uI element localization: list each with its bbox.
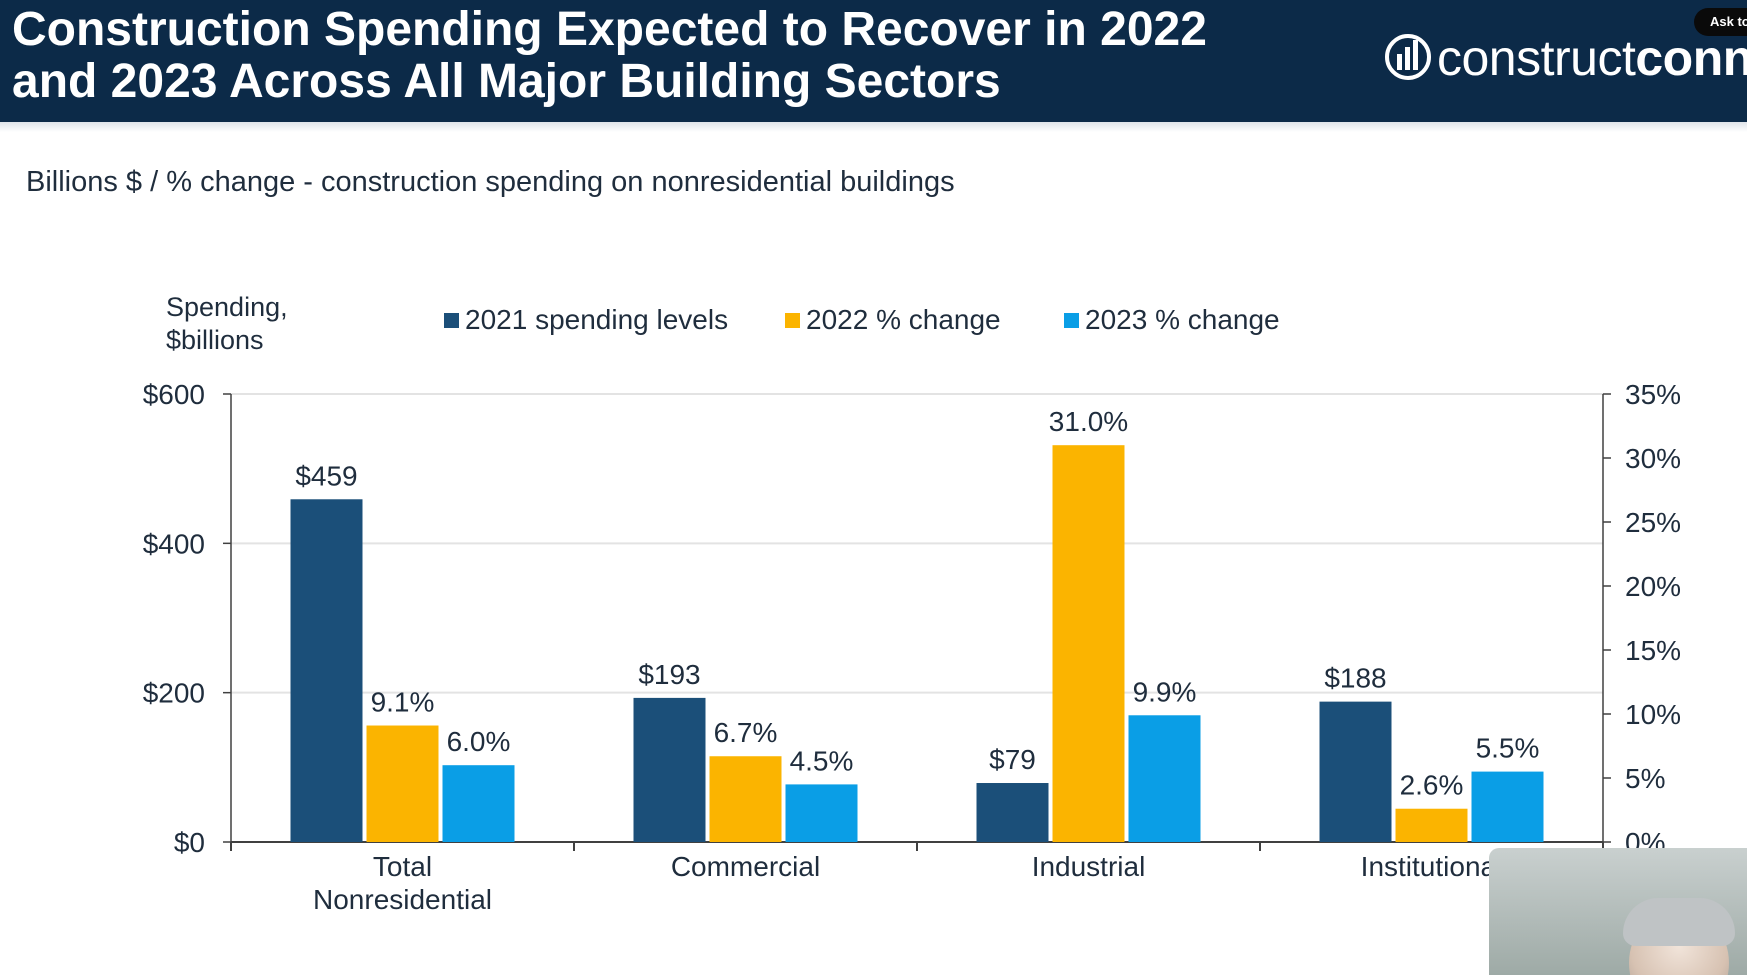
logo-text-light: construct xyxy=(1437,30,1636,86)
legend-label: 2022 % change xyxy=(806,304,1001,335)
slide-subtitle: Billions $ / % change - construction spe… xyxy=(26,166,955,198)
right-axis-tick-label: 35% xyxy=(1625,379,1681,410)
logo-mark-icon xyxy=(1385,34,1431,80)
bar xyxy=(1052,445,1125,842)
data-label: 6.0% xyxy=(447,726,511,757)
right-axis-tick-label: 25% xyxy=(1625,507,1681,538)
data-label: $188 xyxy=(1324,663,1386,694)
data-label: $79 xyxy=(989,744,1036,775)
ask-to-button[interactable]: Ask to xyxy=(1694,8,1747,36)
data-label: 4.5% xyxy=(790,745,854,776)
logo-text: constructconne xyxy=(1437,30,1747,86)
data-label: $193 xyxy=(638,659,700,690)
category-label: Total xyxy=(373,851,432,882)
data-label: 9.9% xyxy=(1133,676,1197,707)
left-axis-title: $billions xyxy=(166,325,264,355)
data-label: 2.6% xyxy=(1400,770,1464,801)
logo-text-bold: conne xyxy=(1635,30,1747,86)
bar xyxy=(709,756,782,842)
data-label: 31.0% xyxy=(1049,406,1128,437)
left-axis-tick-label: $0 xyxy=(174,827,205,858)
bar xyxy=(1128,715,1201,842)
category-label: Commercial xyxy=(671,851,820,882)
legend-label: 2021 spending levels xyxy=(465,304,728,335)
bar xyxy=(633,697,706,842)
bar xyxy=(1471,771,1544,842)
legend-swatch xyxy=(1064,313,1079,328)
participant-video-thumbnail[interactable] xyxy=(1489,848,1747,975)
right-axis-tick-label: 15% xyxy=(1625,635,1681,666)
left-axis-tick-label: $200 xyxy=(143,678,205,709)
data-label: 9.1% xyxy=(371,687,435,718)
legend-swatch xyxy=(444,313,459,328)
bar xyxy=(976,783,1049,842)
legend-label: 2023 % change xyxy=(1085,304,1280,335)
legend-swatch xyxy=(785,313,800,328)
bar xyxy=(290,499,363,842)
right-axis-tick-label: 10% xyxy=(1625,699,1681,730)
data-label: $459 xyxy=(295,460,357,491)
bar xyxy=(1319,701,1392,842)
bar xyxy=(785,784,858,842)
category-label: Institutional xyxy=(1361,851,1503,882)
bar xyxy=(366,725,439,842)
data-label: 6.7% xyxy=(714,717,778,748)
left-axis-tick-label: $400 xyxy=(143,528,205,559)
participant-hair xyxy=(1623,898,1735,946)
slide-title: Construction Spending Expected to Recove… xyxy=(12,3,1207,108)
right-axis-tick-label: 30% xyxy=(1625,443,1681,474)
slide-header: Construction Spending Expected to Recove… xyxy=(0,0,1747,122)
header-shadow xyxy=(0,122,1747,132)
left-axis-tick-label: $600 xyxy=(143,379,205,410)
right-axis-tick-label: 5% xyxy=(1625,763,1665,794)
category-label: Nonresidential xyxy=(313,884,492,915)
bar xyxy=(1395,808,1468,842)
category-label: Industrial xyxy=(1032,851,1146,882)
left-axis-title: Spending, xyxy=(166,292,288,322)
right-axis-tick-label: 20% xyxy=(1625,571,1681,602)
data-label: 5.5% xyxy=(1476,733,1540,764)
bar xyxy=(442,765,515,842)
